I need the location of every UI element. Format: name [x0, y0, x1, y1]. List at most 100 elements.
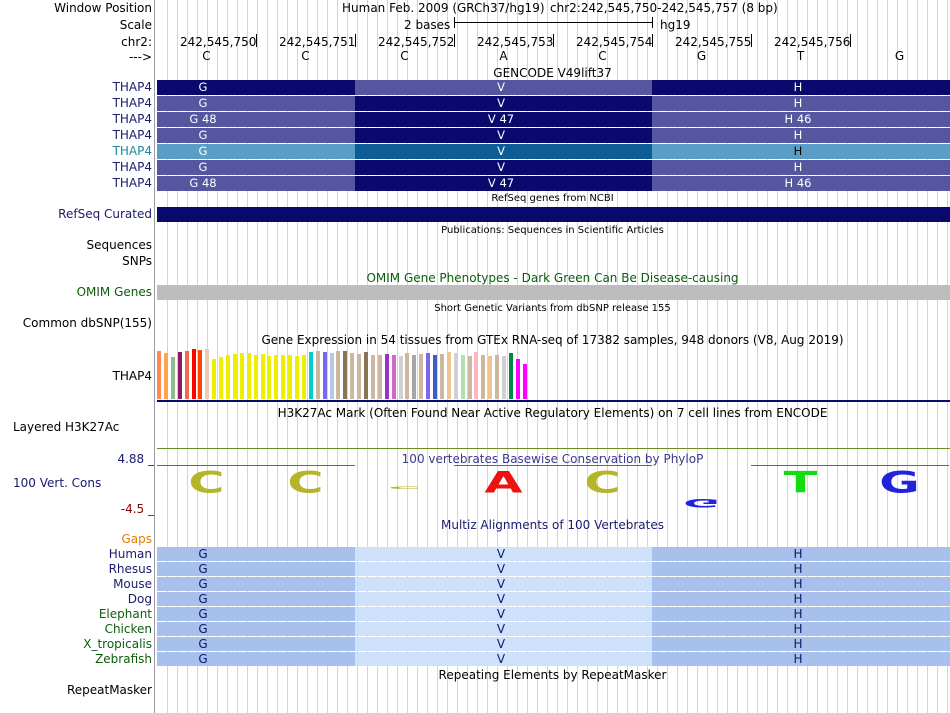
- gencode-exon-codon[interactable]: V 459: [355, 96, 652, 125]
- gtex-tissue-bar[interactable]: [163, 353, 168, 399]
- multiz-codon[interactable]: G: [157, 562, 355, 576]
- gtex-tissue-bar[interactable]: [446, 352, 451, 399]
- gtex-tissue-bar[interactable]: [453, 353, 458, 399]
- gtex-tissue-bar[interactable]: [467, 356, 472, 399]
- multiz-codon[interactable]: G: [157, 607, 355, 621]
- gencode-exon-codon[interactable]: G 460: [157, 160, 355, 189]
- gencode-exon-codon[interactable]: V 459: [355, 144, 652, 173]
- gencode-exon-codon[interactable]: H 458: [652, 144, 950, 173]
- gtex-tissue-bar[interactable]: [364, 352, 368, 399]
- multiz-track-title[interactable]: Multiz Alignments of 100 Vertebrates: [440, 518, 665, 532]
- refseq-track-title[interactable]: RefSeq genes from NCBI: [491, 193, 614, 204]
- multiz-codon[interactable]: H: [652, 547, 950, 561]
- gtex-tissue-bar[interactable]: [157, 351, 161, 399]
- cons-track-title[interactable]: 100 vertebrates Basewise Conservation by…: [401, 452, 704, 466]
- gtex-tissue-bar[interactable]: [184, 351, 189, 399]
- gtex-tissue-bar[interactable]: [515, 359, 520, 399]
- gencode-exon-codon[interactable]: G 460: [157, 144, 355, 173]
- gtex-tissue-bar[interactable]: [301, 355, 306, 399]
- gencode-transcript-label[interactable]: THAP4: [112, 112, 152, 126]
- gencode-exon-codon[interactable]: V 428: [355, 80, 652, 109]
- repeat-label[interactable]: RepeatMasker: [66, 683, 152, 697]
- multiz-species-label[interactable]: Mouse: [113, 577, 152, 591]
- gtex-tissue-bar[interactable]: [370, 355, 375, 399]
- gencode-exon-codon[interactable]: G 429: [157, 80, 355, 109]
- gtex-tissue-bar[interactable]: [398, 356, 403, 399]
- pubs-track-title[interactable]: Publications: Sequences in Scientific Ar…: [441, 225, 664, 236]
- gtex-tissue-bar[interactable]: [288, 355, 293, 399]
- gtex-tissue-bar[interactable]: [226, 355, 230, 399]
- multiz-codon[interactable]: H: [652, 577, 950, 591]
- gtex-tissue-bar[interactable]: [522, 364, 527, 399]
- repeat-track-title[interactable]: Repeating Elements by RepeatMasker: [438, 668, 667, 682]
- gtex-tissue-bar[interactable]: [481, 355, 486, 399]
- gtex-tissue-bar[interactable]: [329, 353, 334, 399]
- gtex-tissue-bar[interactable]: [357, 354, 362, 399]
- omim-gene-bar[interactable]: [157, 285, 950, 300]
- multiz-codon[interactable]: G: [157, 637, 355, 651]
- gencode-exon-codon[interactable]: H 427: [652, 80, 950, 109]
- gencode-exon-codon[interactable]: H 458: [652, 128, 950, 157]
- gtex-track-title[interactable]: Gene Expression in 54 tissues from GTEx …: [261, 333, 844, 347]
- gtex-tissue-bar[interactable]: [502, 356, 506, 399]
- gtex-label[interactable]: THAP4: [112, 369, 152, 383]
- multiz-codon[interactable]: H: [652, 562, 950, 576]
- multiz-species-label[interactable]: Human: [108, 547, 152, 561]
- h3k27-track-title[interactable]: H3K27Ac Mark (Often Found Near Active Re…: [277, 406, 828, 420]
- multiz-species-label[interactable]: Zebrafish: [95, 652, 152, 666]
- multiz-species-label[interactable]: X_tropicalis: [83, 637, 152, 651]
- gtex-tissue-bar[interactable]: [253, 355, 258, 399]
- multiz-codon[interactable]: H: [652, 652, 950, 666]
- gtex-tissue-bar[interactable]: [198, 350, 203, 399]
- gtex-tissue-bar[interactable]: [377, 355, 382, 399]
- gtex-tissue-bar[interactable]: [274, 355, 279, 399]
- window-position-value[interactable]: chr2:242,545,750-242,545,757 (8 bp): [550, 1, 778, 15]
- gtex-tissue-bar[interactable]: [433, 355, 437, 399]
- gencode-exon-codon[interactable]: V 459: [355, 160, 652, 189]
- gtex-tissue-bar[interactable]: [177, 352, 182, 399]
- gtex-tissue-bar[interactable]: [412, 355, 417, 399]
- gencode-exon-codon[interactable]: H 46: [652, 176, 950, 191]
- gtex-tissue-bar[interactable]: [343, 351, 348, 399]
- gtex-tissue-bar[interactable]: [426, 353, 431, 399]
- multiz-codon[interactable]: G: [157, 547, 355, 561]
- gtex-tissue-bar[interactable]: [384, 354, 389, 399]
- multiz-codon[interactable]: G: [157, 652, 355, 666]
- gaps-label[interactable]: Gaps: [121, 532, 152, 546]
- snps-label[interactable]: SNPs: [122, 254, 152, 268]
- gtex-gene-bar[interactable]: [157, 400, 950, 402]
- gencode-exon-codon[interactable]: G 48: [157, 112, 355, 127]
- gencode-exon-codon[interactable]: G 460: [157, 96, 355, 125]
- dbsnp-label[interactable]: Common dbSNP(155): [22, 316, 152, 330]
- gencode-transcript-label[interactable]: THAP4: [112, 160, 152, 174]
- gencode-exon-codon[interactable]: V 47: [355, 112, 652, 127]
- multiz-codon[interactable]: V: [355, 607, 652, 621]
- multiz-species-label[interactable]: Chicken: [104, 622, 152, 636]
- gencode-transcript-label[interactable]: THAP4: [112, 96, 152, 110]
- omim-label[interactable]: OMIM Genes: [76, 285, 152, 299]
- cons-label[interactable]: 100 Vert. Cons: [13, 476, 102, 490]
- gencode-transcript-label[interactable]: THAP4: [112, 176, 152, 190]
- multiz-codon[interactable]: G: [157, 592, 355, 606]
- gencode-exon-codon[interactable]: V 47: [355, 176, 652, 191]
- gtex-tissue-bar[interactable]: [239, 353, 244, 399]
- gencode-transcript-label[interactable]: THAP4: [112, 80, 152, 94]
- multiz-codon[interactable]: G: [157, 622, 355, 636]
- gtex-tissue-bar[interactable]: [232, 354, 237, 399]
- multiz-codon[interactable]: H: [652, 607, 950, 621]
- gencode-exon-codon[interactable]: G 460: [157, 128, 355, 157]
- multiz-codon[interactable]: V: [355, 592, 652, 606]
- gencode-transcript-label[interactable]: THAP4: [112, 144, 152, 158]
- gtex-tissue-bar[interactable]: [212, 359, 217, 399]
- gtex-tissue-bar[interactable]: [488, 356, 493, 399]
- multiz-species-label[interactable]: Elephant: [98, 607, 152, 621]
- gtex-tissue-bar[interactable]: [439, 354, 444, 399]
- gtex-tissue-bar[interactable]: [205, 349, 210, 399]
- strand-arrow[interactable]: --->: [128, 50, 152, 64]
- gtex-tissue-bar[interactable]: [322, 352, 327, 399]
- multiz-codon[interactable]: V: [355, 562, 652, 576]
- refseq-gene-bar[interactable]: [157, 207, 950, 222]
- multiz-codon[interactable]: V: [355, 652, 652, 666]
- gtex-tissue-bar[interactable]: [474, 352, 479, 399]
- multiz-codon[interactable]: H: [652, 592, 950, 606]
